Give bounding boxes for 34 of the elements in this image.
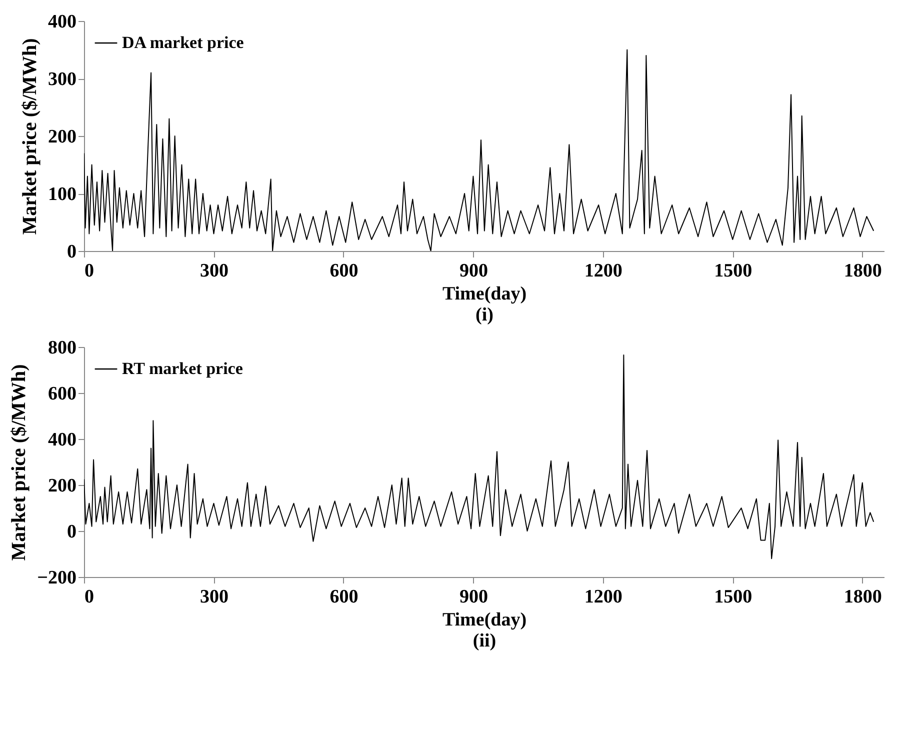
x-tick-label: 1800 [844, 586, 882, 608]
x-tick-label: 600 [330, 586, 358, 608]
y-tick-label: 200 [48, 476, 76, 496]
x-tick-label: 300 [200, 260, 228, 282]
x-tick-label: 1500 [714, 586, 752, 608]
x-axis-title: Time(day) [442, 284, 527, 304]
x-tick-label: 1800 [844, 260, 882, 282]
x-tick-label: 900 [459, 586, 488, 608]
line-series [84, 354, 874, 560]
x-tick-label: 0 [84, 586, 94, 608]
x-tick-label: 300 [200, 586, 228, 608]
y-tick-label: 400 [48, 12, 76, 32]
y-tick-label: 300 [48, 69, 76, 90]
legend-label: RT market price [122, 359, 244, 378]
y-tick-label: 600 [48, 384, 76, 404]
y-tick-label: 0 [67, 242, 76, 262]
x-axis-title: Time(day) [442, 610, 527, 630]
y-axis-title: Market price ($/MWh) [8, 364, 30, 561]
y-tick-label: 0 [67, 522, 76, 542]
x-tick-label: 1200 [584, 586, 622, 608]
text: (ii) [472, 630, 496, 652]
x-tick-label: 1200 [584, 260, 622, 282]
x-tick-label: 1500 [714, 260, 752, 282]
y-tick-label: 100 [48, 184, 76, 205]
y-tick-label: 400 [48, 430, 76, 450]
text: (i) [476, 304, 494, 326]
x-tick-label: 600 [330, 260, 358, 282]
y-tick-label: −200 [37, 568, 76, 588]
x-tick-label: 0 [84, 260, 94, 282]
x-tick-label: 900 [459, 260, 488, 282]
y-axis-title: Market price ($/MWh) [19, 38, 41, 235]
legend-label: DA market price [122, 33, 244, 52]
y-tick-label: 200 [48, 126, 76, 148]
y-tick-label: 800 [48, 338, 76, 358]
